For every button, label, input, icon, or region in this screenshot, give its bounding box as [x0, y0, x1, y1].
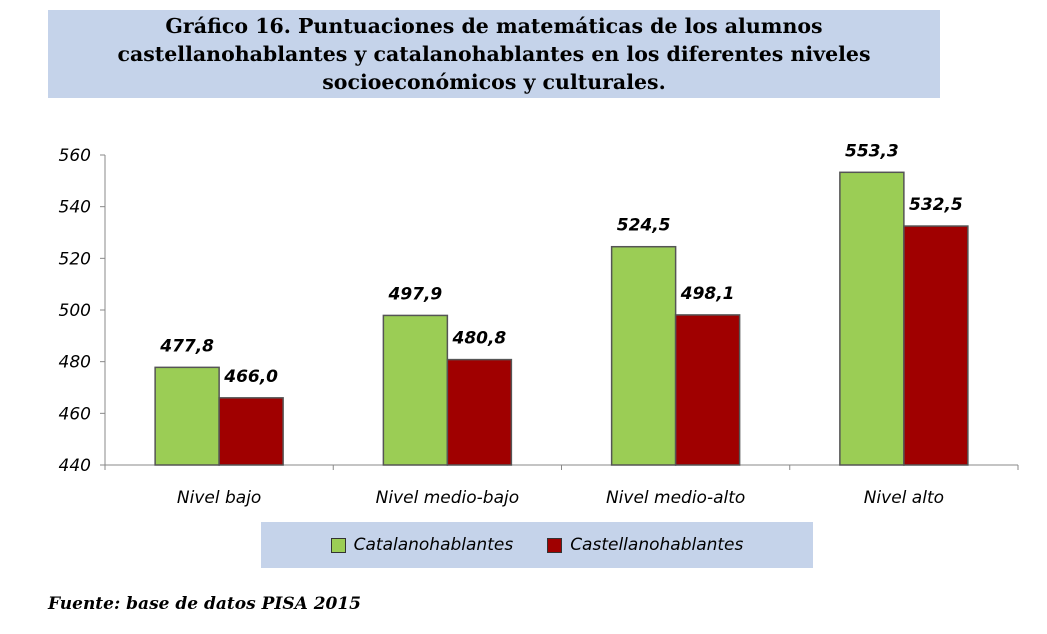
bar-catalanohablantes [382, 314, 449, 466]
category-label: Nivel medio-alto [606, 488, 745, 508]
bar-catalanohablantes [839, 171, 905, 466]
bar-castellanohablantes [218, 397, 284, 466]
data-label: 477,8 [159, 336, 214, 356]
y-tick-label: 460 [59, 404, 91, 424]
data-label: 553,3 [845, 141, 899, 161]
data-label: 524,5 [617, 216, 671, 236]
y-tick-label: 560 [59, 146, 91, 166]
chart-title: Gráfico 16. Puntuaciones de matemáticas … [117, 14, 871, 94]
y-tick-label: 440 [59, 456, 91, 476]
legend-item-castellanohablantes: Castellanohablantes [547, 535, 743, 555]
y-tick-label: 540 [59, 198, 91, 218]
bar-catalanohablantes [154, 366, 220, 466]
category-label: Nivel medio-bajo [376, 488, 520, 508]
bar-chart: 440 460 480 500 520 540 560 Nivel bajo 477,8 466,… [59, 141, 1019, 508]
y-tick-label: 480 [59, 353, 91, 373]
legend: Catalanohablantes Castellanohablantes [261, 522, 813, 568]
category-label: Nivel bajo [177, 488, 261, 508]
y-tick-label: 500 [59, 301, 91, 321]
legend-swatch-catalanohablantes [330, 537, 346, 553]
bar-castellanohablantes [903, 225, 969, 466]
legend-item-catalanohablantes: Catalanohablantes [330, 535, 514, 555]
data-label: 498,1 [680, 284, 735, 304]
category-label: Nivel alto [864, 488, 944, 508]
data-label: 532,5 [909, 195, 963, 215]
data-label: 466,0 [223, 367, 278, 387]
bar-castellanohablantes [674, 314, 741, 466]
chart-title-panel: Gráfico 16. Puntuaciones de matemáticas … [48, 10, 940, 98]
bar-catalanohablantes [610, 245, 677, 466]
legend-label-catalanohablantes: Catalanohablantes [353, 535, 514, 555]
y-tick-label: 520 [59, 249, 91, 269]
data-label: 480,8 [451, 329, 506, 349]
legend-swatch-castellanohablantes [547, 537, 563, 553]
source-note: Fuente: base de datos PISA 2015 [48, 594, 362, 614]
legend-label-castellanohablantes: Castellanohablantes [570, 535, 744, 555]
data-label: 497,9 [387, 284, 442, 304]
bar-castellanohablantes [446, 358, 513, 466]
